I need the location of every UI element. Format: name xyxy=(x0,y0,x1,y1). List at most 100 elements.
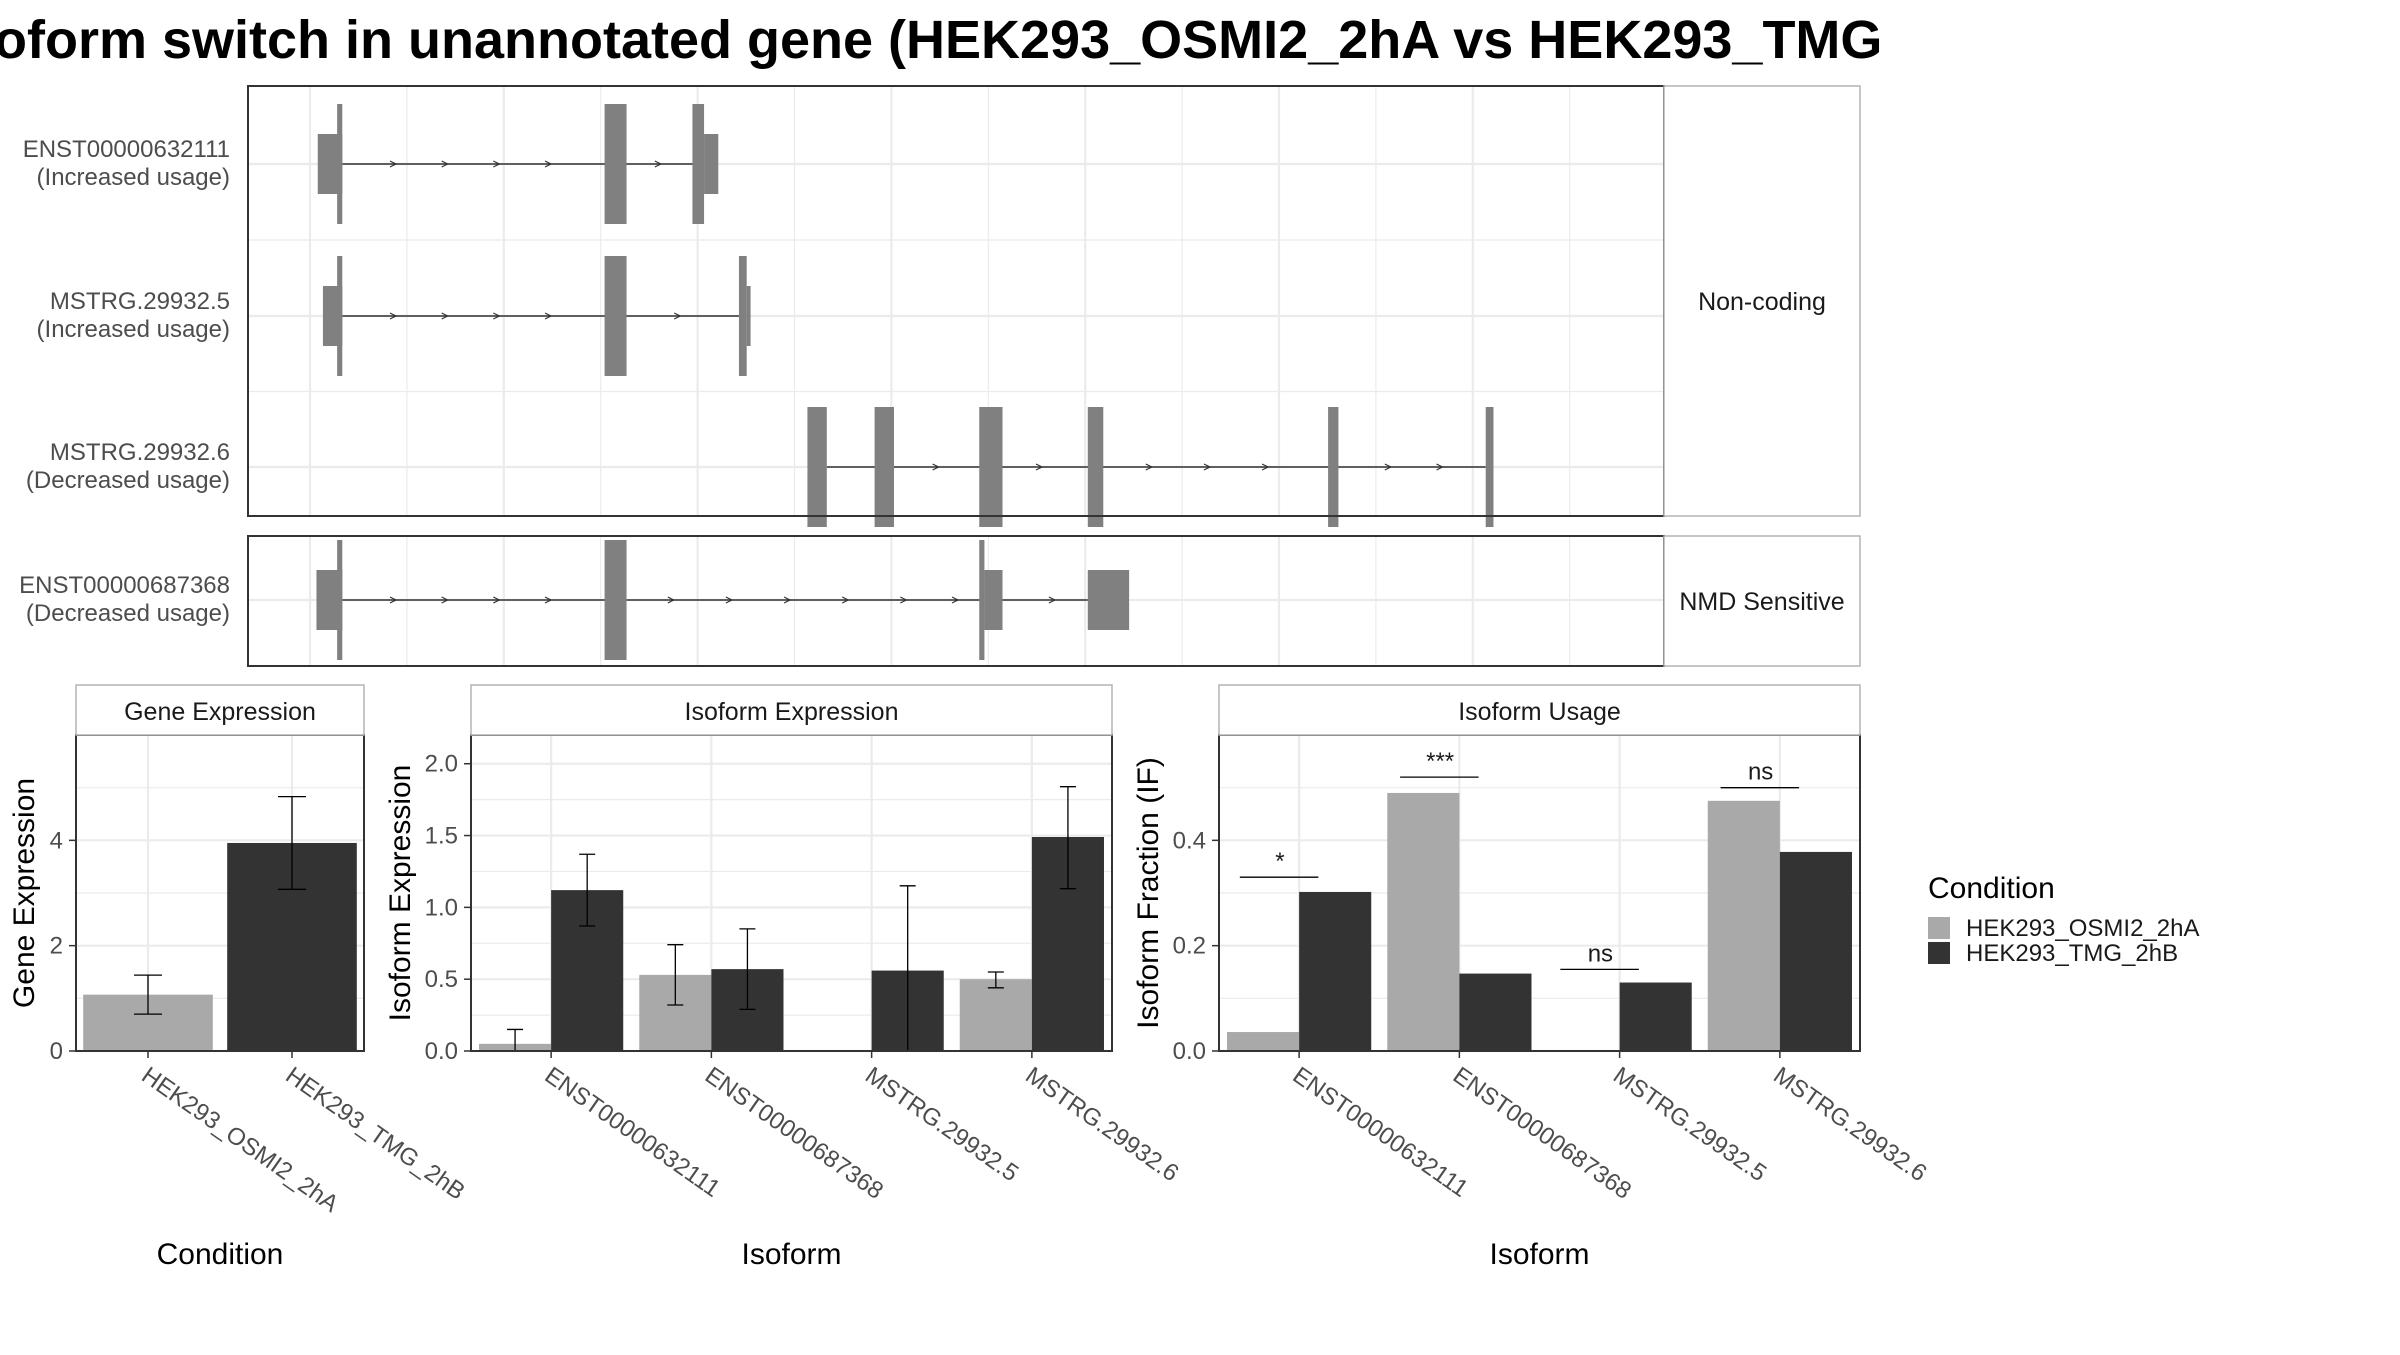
intron-arrow xyxy=(654,160,663,168)
intron-arrow xyxy=(389,160,398,168)
bar xyxy=(1779,851,1852,1051)
legend-label: HEK293_TMG_2hB xyxy=(1966,940,2178,967)
transcript-name: ENST00000687368 xyxy=(19,572,230,599)
y-tick-label: 0.0 xyxy=(425,1038,458,1065)
exon-block xyxy=(738,256,747,376)
significance-label: ns xyxy=(1588,940,1613,967)
y-tick-label: 1.0 xyxy=(425,894,458,921)
facet-strip-label: NMD Sensitive xyxy=(1679,588,1844,616)
intron-arrow xyxy=(389,596,398,604)
transcript-usage: (Decreased usage) xyxy=(26,600,230,627)
exon-block xyxy=(874,407,894,527)
panel-title: Isoform Expression xyxy=(685,698,899,726)
intron-arrow xyxy=(1048,596,1057,604)
exon-block xyxy=(979,540,985,660)
exon-block xyxy=(1087,570,1130,630)
y-tick-label: 0.4 xyxy=(1173,827,1206,854)
y-tick-label: 0.2 xyxy=(1173,933,1206,960)
intron-arrow xyxy=(841,596,850,604)
y-tick-label: 0.5 xyxy=(425,966,458,993)
intron-arrow xyxy=(725,596,734,604)
panel-title: Gene Expression xyxy=(124,698,316,726)
transcript-usage: (Increased usage) xyxy=(37,316,230,343)
exon-block xyxy=(604,256,627,376)
exon-block xyxy=(746,286,751,346)
intron-arrow xyxy=(441,160,450,168)
bar xyxy=(1299,891,1372,1051)
bar xyxy=(1707,800,1780,1051)
bar xyxy=(1227,1032,1300,1051)
facet-strip xyxy=(75,684,365,736)
intron-arrow xyxy=(932,463,940,471)
x-tick-label: MSTRG.29932.6 xyxy=(1020,1062,1183,1187)
exon-block xyxy=(337,540,343,660)
significance-label: * xyxy=(1275,848,1284,875)
intron-arrow xyxy=(441,596,450,604)
intron-arrow xyxy=(900,596,908,604)
y-tick-label: 2.0 xyxy=(425,751,458,778)
y-tick-label: 0.0 xyxy=(1173,1038,1206,1065)
facet-strip xyxy=(1663,535,1861,667)
x-tick-label: MSTRG.29932.5 xyxy=(1608,1062,1771,1187)
figure-title: oform switch in unannotated gene (HEK293… xyxy=(0,10,1882,70)
intron-arrow xyxy=(544,160,553,168)
transcript-name: ENST00000632111 xyxy=(23,136,230,163)
legend-swatch xyxy=(1928,942,1950,964)
x-axis-title: Isoform xyxy=(741,1238,841,1271)
panel-title: Isoform Usage xyxy=(1458,698,1621,726)
x-tick-label: ENST00000632111 xyxy=(1288,1062,1473,1203)
exon-block xyxy=(692,104,705,224)
facet-strip-label: Non-coding xyxy=(1698,288,1826,316)
intron-arrow xyxy=(783,596,792,604)
transcript-usage: (Increased usage) xyxy=(37,164,230,191)
intron-arrow xyxy=(493,160,501,168)
significance-label: ns xyxy=(1748,759,1773,786)
facet-strip xyxy=(1663,85,1861,517)
structure-panel-bg xyxy=(248,86,1664,516)
exon-block xyxy=(704,134,719,194)
intron-arrow xyxy=(544,312,553,320)
y-tick-label: 4 xyxy=(50,827,63,854)
exon-block xyxy=(1087,407,1104,527)
intron-arrow xyxy=(493,596,501,604)
exon-block xyxy=(807,407,827,527)
legend-title: Condition xyxy=(1928,872,2055,905)
transcript-name: MSTRG.29932.6 xyxy=(50,439,230,466)
intron-arrow xyxy=(1035,463,1044,471)
y-tick-label: 1.5 xyxy=(425,823,458,850)
exon-block xyxy=(1328,407,1339,527)
legend-label: HEK293_OSMI2_2hA xyxy=(1966,915,2199,942)
y-tick-label: 2 xyxy=(50,933,63,960)
exon-block xyxy=(337,256,343,376)
intron-arrow xyxy=(667,596,676,604)
significance-label: *** xyxy=(1426,748,1454,775)
exon-block xyxy=(337,104,343,224)
y-axis-title: Isoform Expression xyxy=(384,765,417,1022)
x-axis-title: Condition xyxy=(157,1238,284,1271)
y-tick-label: 0 xyxy=(50,1038,63,1065)
exon-block xyxy=(979,407,1003,527)
intron-arrow xyxy=(493,312,501,320)
intron-arrow xyxy=(1145,463,1154,471)
intron-arrow xyxy=(1261,463,1270,471)
x-tick-label: MSTRG.29932.6 xyxy=(1768,1062,1931,1187)
x-tick-label: ENST00000632111 xyxy=(540,1062,725,1203)
intron-arrow xyxy=(1203,463,1212,471)
intron-arrow xyxy=(389,312,398,320)
intron-arrow xyxy=(673,312,682,320)
transcript-name: MSTRG.29932.5 xyxy=(50,288,230,315)
y-axis-title: Isoform Fraction (IF) xyxy=(1132,757,1165,1029)
intron-arrow xyxy=(1436,463,1444,471)
y-axis-title: Gene Expression xyxy=(8,778,41,1008)
bar xyxy=(959,979,1032,1051)
x-axis-title: Isoform xyxy=(1489,1238,1589,1271)
intron-arrow xyxy=(441,312,450,320)
bar xyxy=(1619,982,1692,1051)
exon-block xyxy=(604,104,627,224)
x-tick-label: MSTRG.29932.5 xyxy=(860,1062,1023,1187)
exon-block xyxy=(604,540,627,660)
intron-arrow xyxy=(544,596,553,604)
facet-strip xyxy=(470,684,1113,736)
